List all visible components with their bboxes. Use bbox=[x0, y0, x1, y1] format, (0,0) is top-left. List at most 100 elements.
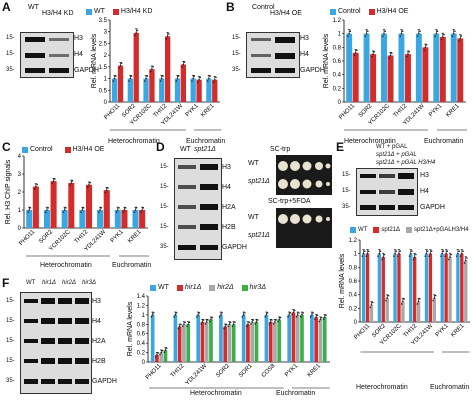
replicate-dot bbox=[314, 318, 316, 320]
bar bbox=[150, 314, 155, 362]
group-label: Euchromatin bbox=[112, 262, 152, 269]
replicate-dot bbox=[356, 49, 358, 52]
bar bbox=[401, 301, 405, 322]
replicate-dot bbox=[204, 323, 207, 325]
replicate-dot bbox=[52, 180, 55, 182]
replicate-dot bbox=[449, 256, 451, 258]
bar bbox=[409, 253, 413, 322]
replicate-dot bbox=[362, 252, 365, 255]
replicate-dot bbox=[442, 36, 444, 38]
replicate-dot bbox=[229, 321, 232, 324]
replicate-dot bbox=[63, 209, 66, 211]
replicate-dot bbox=[105, 189, 108, 191]
x-tick-label: YDL241W bbox=[185, 363, 209, 387]
replicate-dot bbox=[365, 255, 368, 257]
legend-item: spt21Δ bbox=[381, 227, 401, 233]
bar bbox=[273, 321, 277, 362]
replicate-dot bbox=[177, 327, 180, 330]
replicate-dot bbox=[186, 325, 188, 328]
bar bbox=[173, 314, 178, 362]
mw-marker: 15- bbox=[6, 298, 15, 304]
replicate-dot bbox=[187, 323, 190, 326]
bar bbox=[254, 321, 259, 362]
replicate-dot bbox=[153, 312, 155, 314]
replicate-dot bbox=[274, 321, 276, 323]
replicate-dot bbox=[370, 304, 373, 306]
bar bbox=[444, 253, 448, 322]
group-label: Euchromatin bbox=[186, 138, 226, 145]
plate-row-label: spt21Δ bbox=[248, 178, 270, 185]
replicate-dot bbox=[309, 316, 312, 318]
blot-row-label: H3 bbox=[300, 35, 309, 42]
replicate-dot bbox=[382, 256, 385, 258]
replicate-dot bbox=[197, 81, 199, 84]
blot-row-label: GAPDH bbox=[222, 244, 247, 251]
replicate-dot bbox=[135, 207, 138, 209]
replicate-dot bbox=[399, 250, 401, 253]
blot-membrane bbox=[20, 32, 74, 78]
mw-marker: 35- bbox=[342, 204, 351, 210]
x-tick-label: THI12 bbox=[170, 363, 186, 379]
panel-c-legend: Control H3/H4 OE bbox=[22, 146, 104, 153]
plate-image bbox=[276, 208, 332, 248]
y-tick-label: 0.4 bbox=[137, 341, 146, 347]
y-tick-label: 2 bbox=[104, 53, 108, 59]
replicate-dot bbox=[104, 191, 107, 194]
blot-row-label: H3 bbox=[92, 298, 101, 305]
replicate-dot bbox=[231, 325, 234, 328]
replicate-dot bbox=[464, 259, 467, 262]
replicate-dot bbox=[164, 349, 167, 352]
replicate-dot bbox=[122, 211, 125, 213]
replicate-dot bbox=[98, 211, 100, 213]
replicate-dot bbox=[411, 250, 413, 253]
bar bbox=[180, 64, 187, 102]
y-tick-label: 0.2 bbox=[137, 351, 146, 357]
blot-lane-label: spt21Δ + pGAL bbox=[376, 152, 417, 158]
replicate-dot bbox=[168, 33, 170, 35]
bar bbox=[370, 54, 377, 102]
y-axis-label: Rel. mRNA levels bbox=[127, 301, 134, 356]
replicate-dot bbox=[113, 77, 116, 80]
mw-marker: 35- bbox=[160, 244, 169, 250]
bar bbox=[223, 326, 228, 362]
replicate-dot bbox=[381, 258, 383, 261]
x-tick-label: PHO11 bbox=[338, 103, 356, 121]
replicate-dot bbox=[223, 327, 225, 330]
replicate-dot bbox=[99, 209, 101, 211]
y-tick-label: 1.2 bbox=[137, 303, 146, 309]
blot-row-label: H4 bbox=[222, 184, 231, 191]
replicate-dot bbox=[180, 323, 182, 326]
y-tick-label: 0 bbox=[338, 100, 342, 106]
bar bbox=[295, 314, 300, 362]
replicate-dot bbox=[205, 321, 208, 323]
panel-e-legend: WT spt21Δ spt21Δ+pGALH3/H4 bbox=[350, 227, 469, 233]
replicate-dot bbox=[234, 321, 236, 324]
replicate-dot bbox=[135, 32, 138, 34]
replicate-dot bbox=[184, 321, 186, 324]
bar bbox=[227, 324, 232, 362]
x-tick-label: KRE1 bbox=[445, 103, 461, 119]
replicate-dot bbox=[366, 30, 369, 33]
replicate-dot bbox=[287, 316, 289, 318]
replicate-dot bbox=[389, 54, 392, 57]
replicate-dot bbox=[150, 316, 153, 318]
replicate-dot bbox=[394, 252, 396, 255]
plate-image bbox=[276, 155, 332, 195]
replicate-dot bbox=[269, 321, 272, 323]
replicate-dot bbox=[244, 312, 246, 314]
bar bbox=[121, 210, 128, 228]
bar bbox=[318, 319, 323, 362]
replicate-dot bbox=[118, 207, 120, 209]
replicate-dot bbox=[196, 316, 198, 318]
bar bbox=[86, 184, 93, 228]
bar bbox=[196, 79, 202, 102]
replicate-dot bbox=[118, 67, 121, 69]
replicate-dot bbox=[157, 352, 159, 354]
bar bbox=[206, 78, 212, 102]
replicate-dot bbox=[400, 32, 403, 35]
replicate-dot bbox=[123, 209, 126, 211]
blot-row-label: H4 bbox=[420, 188, 429, 195]
replicate-dot bbox=[159, 80, 162, 82]
replicate-dot bbox=[28, 209, 31, 211]
y-axis-label: Rel. H3 ChIP signals bbox=[5, 159, 12, 224]
